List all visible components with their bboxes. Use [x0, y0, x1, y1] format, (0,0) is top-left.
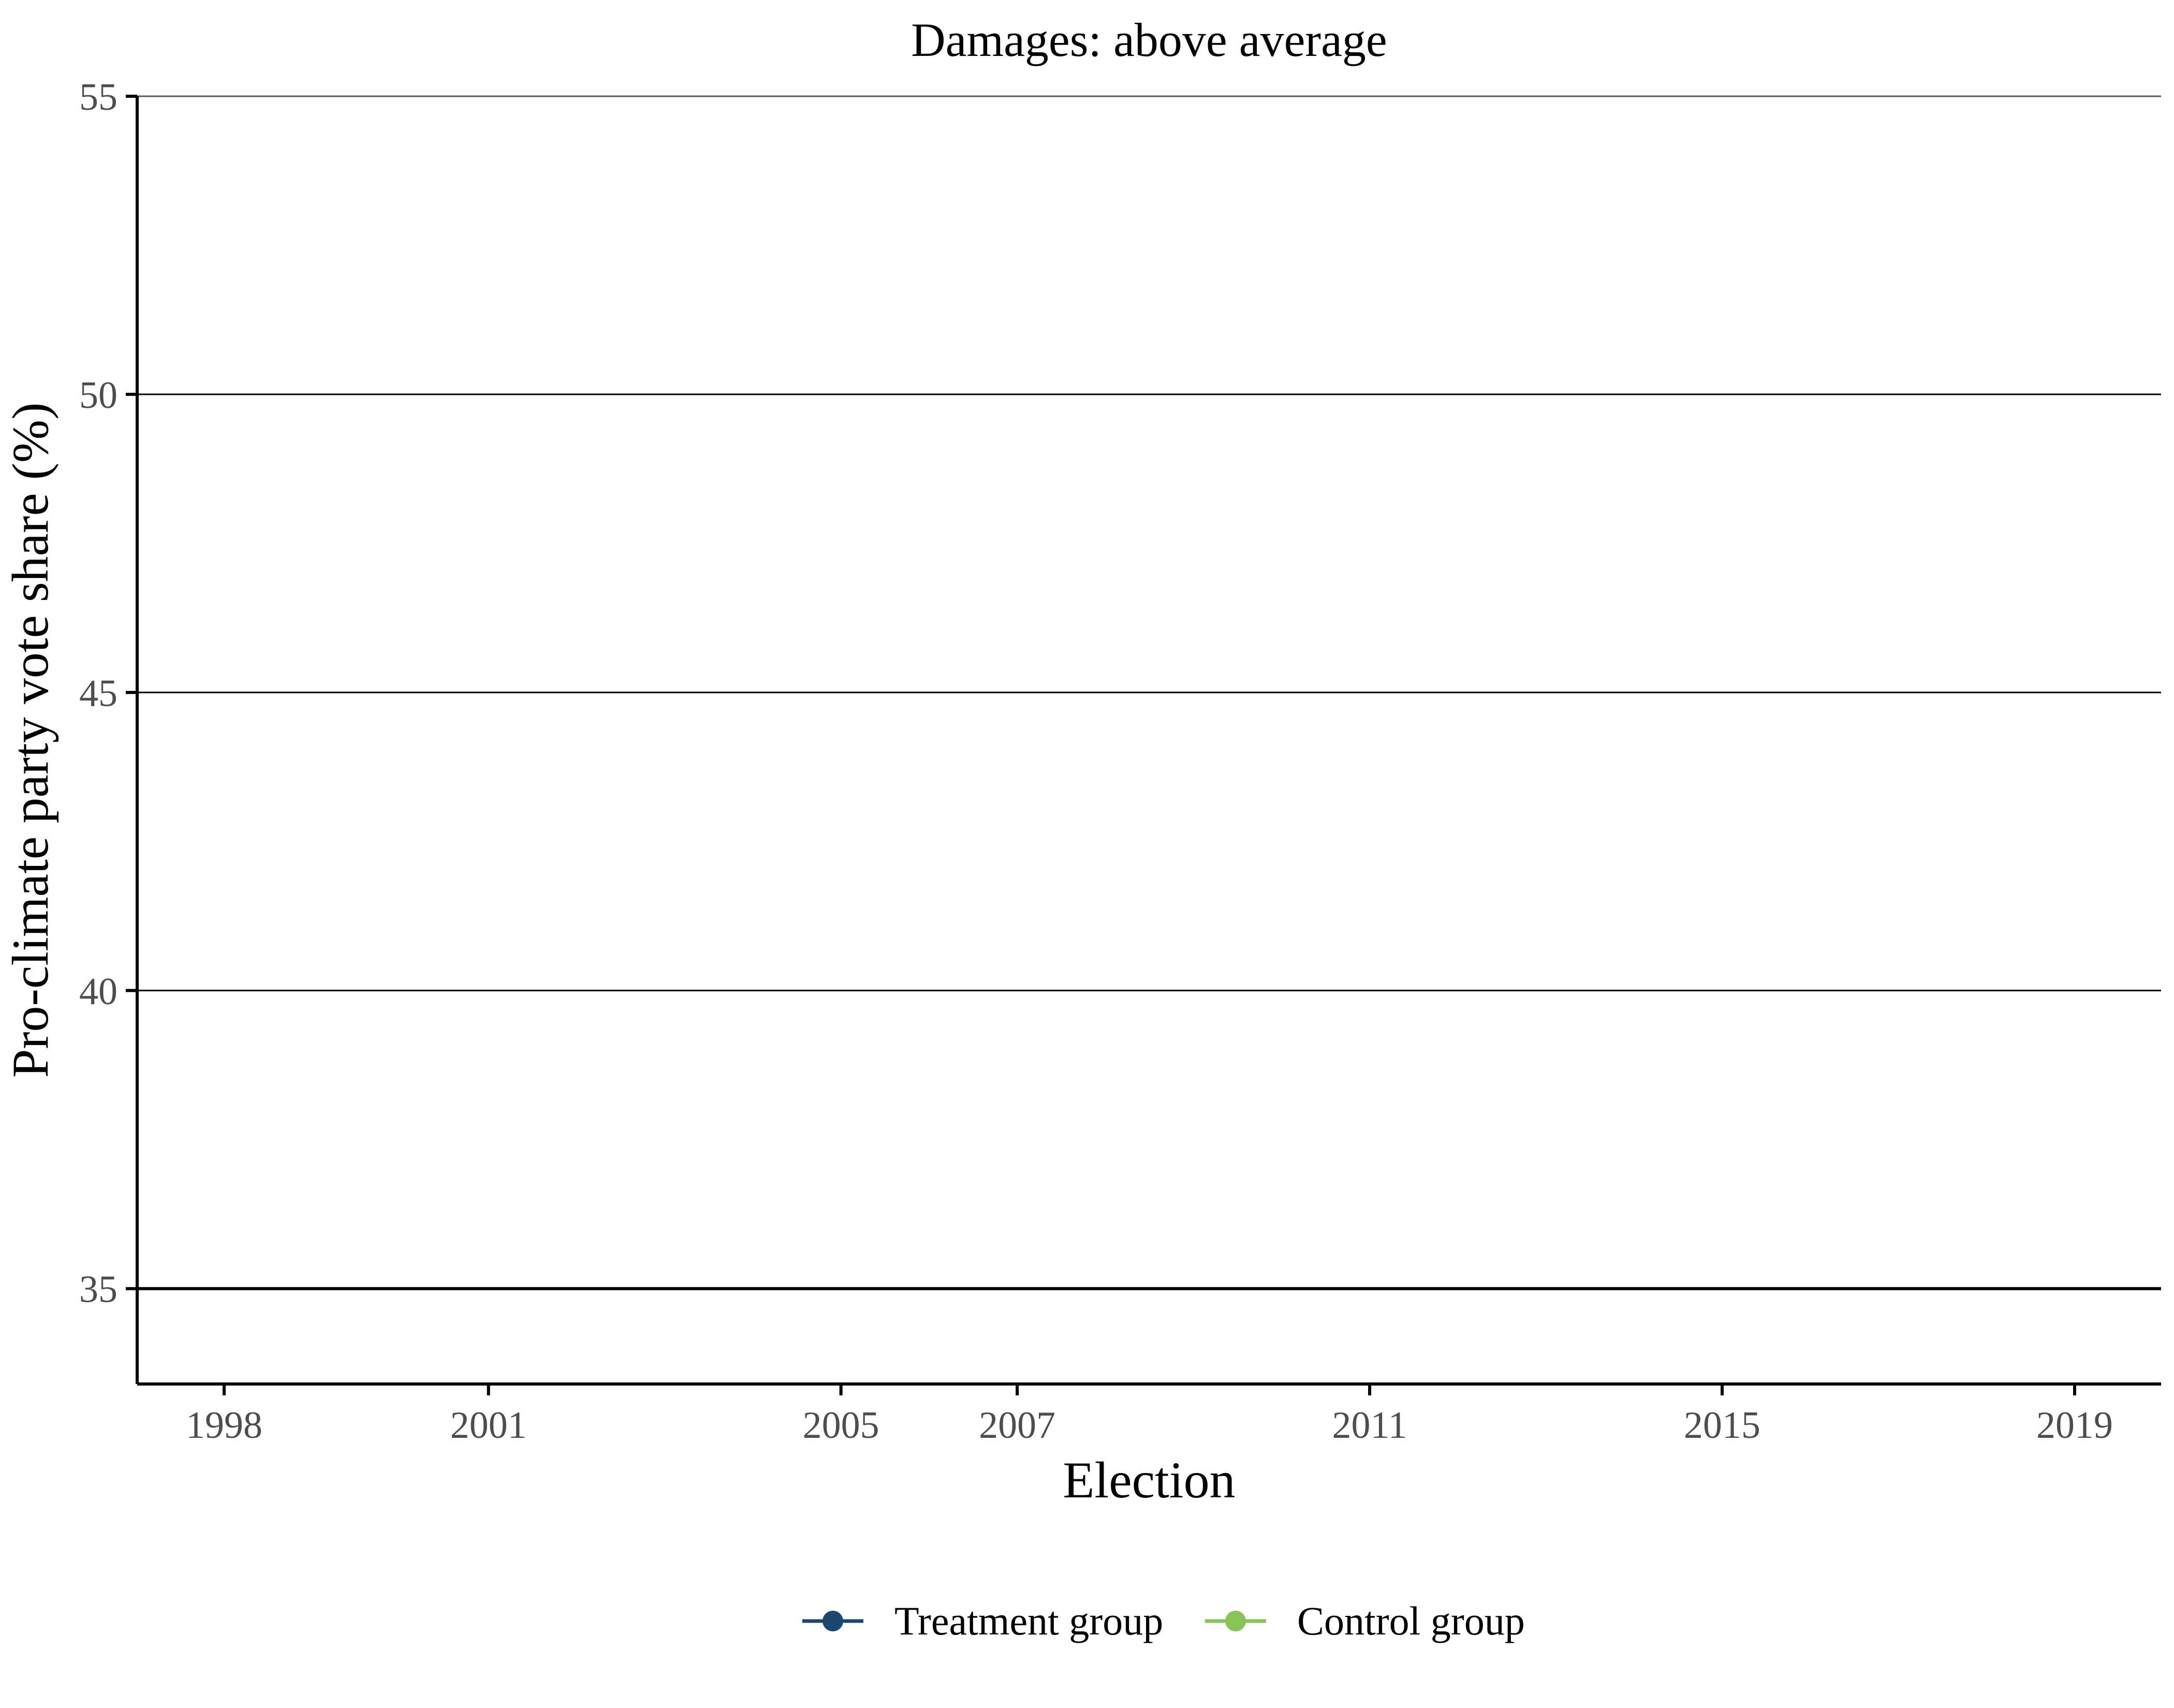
legend: Treatment group Control group [802, 1598, 1525, 1643]
legend-label: Control group [1297, 1598, 1525, 1643]
y-tick-label: 45 [79, 672, 117, 715]
x-tick-label: 2001 [450, 1404, 527, 1447]
x-axis-title: Election [1063, 1451, 1235, 1509]
legend-key-point [822, 1611, 843, 1631]
x-ticks: 1998 2001 2005 2007 2011 2015 2019 [186, 1384, 2113, 1447]
x-tick-label: 2019 [2036, 1404, 2113, 1447]
x-tick-label: 2007 [979, 1404, 1055, 1447]
y-tick-label: 40 [79, 970, 117, 1013]
y-tick-label: 55 [79, 76, 117, 119]
y-tick-label: 35 [79, 1269, 117, 1311]
x-tick-label: 2011 [1332, 1404, 1407, 1447]
chart-title: Damages: above average [911, 13, 1387, 66]
x-tick-label: 2015 [1684, 1404, 1760, 1447]
y-axis-title: Pro-climate party vote share (%) [2, 402, 59, 1078]
legend-key-point [1225, 1611, 1246, 1631]
axes [136, 96, 2161, 1386]
y-tick-label: 50 [79, 374, 117, 417]
x-tick-label: 1998 [186, 1404, 262, 1447]
y-ticks: 35 40 45 50 55 [79, 76, 137, 1311]
gridlines [137, 95, 2161, 992]
legend-label: Treatment group [894, 1598, 1163, 1643]
x-tick-label: 2005 [803, 1404, 879, 1447]
